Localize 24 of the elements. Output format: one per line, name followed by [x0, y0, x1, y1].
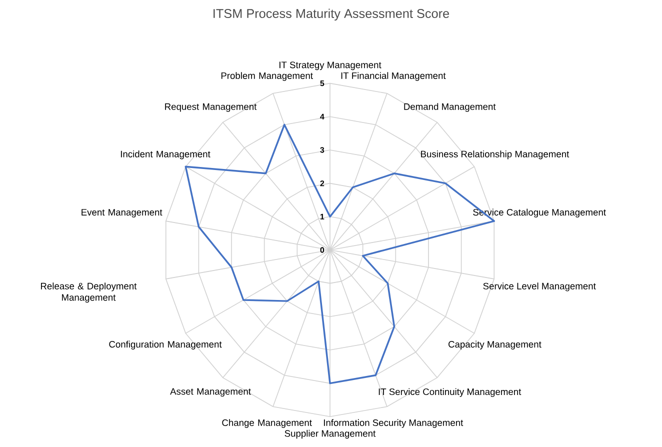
spoke-label: Incident Management: [120, 150, 210, 160]
y-tick-label: 4: [320, 114, 324, 120]
spoke-label: IT Service Continuity Management: [378, 388, 522, 397]
y-tick-label: 3: [320, 147, 324, 153]
spoke-label: Demand Management: [404, 103, 496, 112]
spoke-label: Request Management: [165, 103, 257, 112]
spoke-label: Information Security Management: [324, 419, 464, 428]
spoke-label: Asset Management: [170, 388, 251, 397]
chart-title: ITSM Process Maturity Assessment Score: [214, 8, 450, 21]
spoke-label: Change Management: [222, 419, 312, 428]
spoke-label: IT Strategy Management: [280, 62, 382, 70]
spoke-label: Release & Deployment Management: [41, 282, 137, 303]
spoke-label: Service Level Management: [483, 282, 596, 292]
spoke-label: IT Financial Management: [341, 72, 446, 81]
spoke-label: Problem Management: [221, 72, 313, 81]
y-tick-label: 0: [320, 247, 324, 253]
spoke-label: Capacity Management: [448, 340, 542, 350]
spoke-label: Supplier Management: [284, 430, 376, 439]
spoke-label: Business Relationship Management: [421, 150, 570, 160]
y-tick-label: 5: [320, 80, 324, 86]
spoke-label: Event Management: [82, 209, 162, 218]
spoke-label: Configuration Management: [109, 340, 222, 350]
y-tick-label: 2: [320, 180, 324, 186]
y-tick-label: 1: [320, 214, 324, 220]
